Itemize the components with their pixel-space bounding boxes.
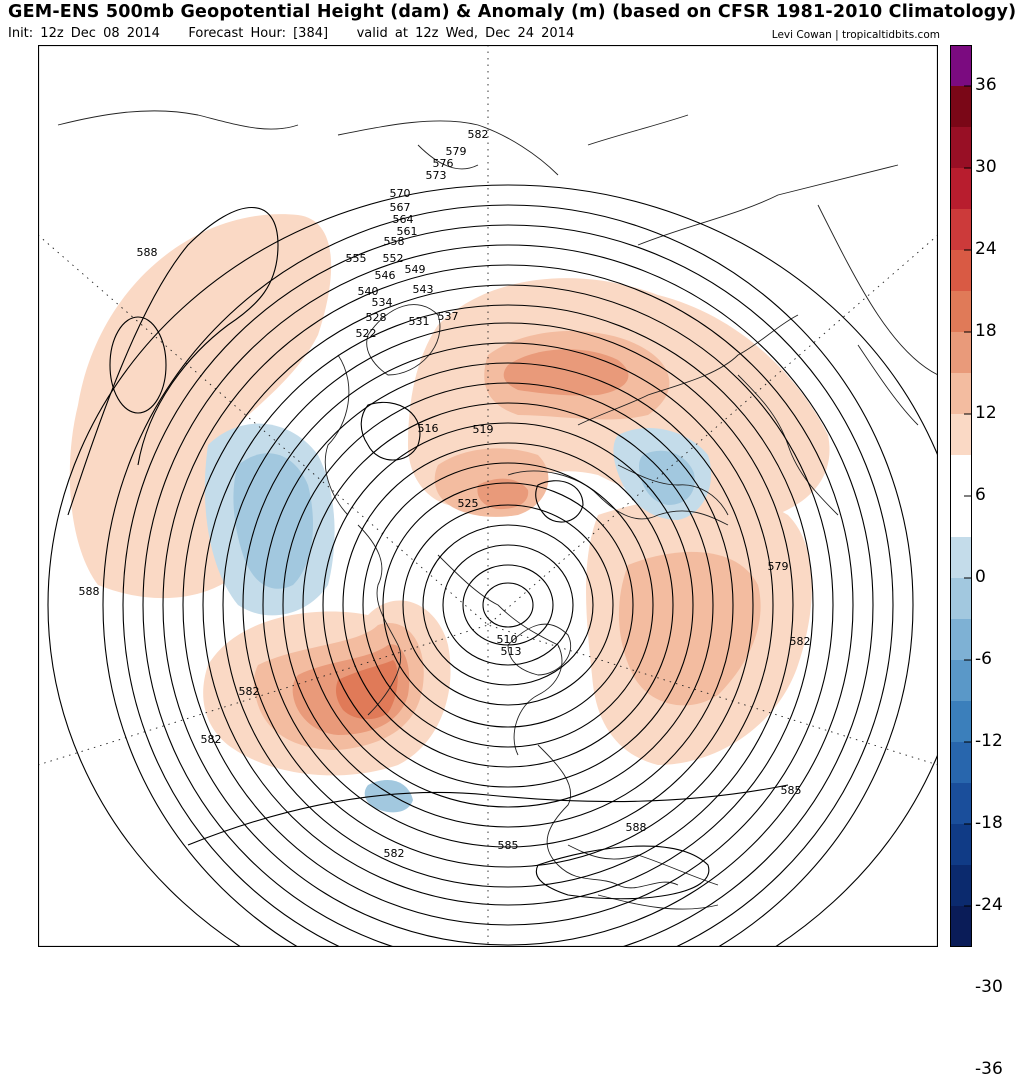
contour-label: 510 — [497, 633, 518, 646]
chart-title: GEM-ENS 500mb Geopotential Height (dam) … — [8, 2, 1017, 22]
contour-label: 582 — [468, 128, 489, 141]
contour-label: 540 — [358, 285, 379, 298]
colorbar-swatch — [950, 373, 972, 415]
contour-label: 564 — [393, 213, 414, 226]
colorbar-label: 18 — [975, 321, 997, 341]
contour-label: 582 — [384, 847, 405, 860]
contour-label: 537 — [438, 310, 459, 323]
colorbar-swatch — [950, 783, 972, 825]
valid-time: valid at 12z Wed, Dec 24 2014 — [356, 26, 575, 41]
colorbar-swatch — [950, 578, 972, 620]
contour-label: 555 — [346, 252, 367, 265]
contour-label: 534 — [372, 296, 393, 309]
colorbar-swatch — [950, 209, 972, 251]
contour-label: 516 — [418, 422, 439, 435]
colorbar-swatch — [950, 168, 972, 210]
colorbar-swatch — [950, 455, 972, 497]
colorbar-label: 0 — [975, 567, 986, 587]
colorbar-swatch — [950, 496, 972, 538]
contour-label: 549 — [405, 263, 426, 276]
colorbar-swatch — [950, 414, 972, 456]
colorbar-label: 12 — [975, 403, 997, 423]
colorbar-swatch — [950, 619, 972, 661]
colorbar-swatch — [950, 865, 972, 907]
contour-label: 546 — [375, 269, 396, 282]
contour-label: 567 — [390, 201, 411, 214]
graticule — [38, 45, 938, 947]
colorbar-swatch — [950, 537, 972, 579]
contour-label: 573 — [426, 169, 447, 182]
colorbar-label: -24 — [975, 895, 1003, 915]
contour-label: 513 — [501, 645, 522, 658]
colorbar-swatch — [950, 250, 972, 292]
contour-label: 585 — [781, 784, 802, 797]
contour-label: 588 — [626, 821, 647, 834]
colorbar-label: -6 — [975, 649, 992, 669]
contour-label: 531 — [409, 315, 430, 328]
contour-label: 525 — [458, 497, 479, 510]
forecast-hour: Forecast Hour: [384] — [188, 26, 329, 41]
colorbar-label: 24 — [975, 239, 997, 259]
contour-label: 558 — [384, 235, 405, 248]
colorbar-label: 30 — [975, 157, 997, 177]
contour-label: 561 — [397, 225, 418, 238]
colorbar-swatch — [950, 742, 972, 784]
map-panel: 582 579 576 573 570 567 564 561 558 555 … — [38, 45, 938, 947]
contour-label: 582 — [201, 733, 222, 746]
contour-label: 588 — [79, 585, 100, 598]
run-info: Init: 12z Dec 08 2014 Forecast Hour: [38… — [8, 26, 574, 41]
contour-label: 543 — [413, 283, 434, 296]
colorbar-label: -30 — [975, 977, 1003, 997]
colorbar — [950, 45, 972, 947]
colorbar-label: -36 — [975, 1059, 1003, 1079]
colorbar-swatch — [950, 906, 972, 947]
contour-label: 582 — [790, 635, 811, 648]
colorbar-swatch — [950, 127, 972, 169]
contour-label: 582 — [239, 685, 260, 698]
colorbar-swatch — [950, 86, 972, 128]
colorbar-label: -18 — [975, 813, 1003, 833]
contour-label: 570 — [390, 187, 411, 200]
colorbar-swatch — [950, 291, 972, 333]
contour-label: 528 — [366, 311, 387, 324]
colorbar-label: 6 — [975, 485, 986, 505]
contour-label: 522 — [356, 327, 377, 340]
colorbar-label: 36 — [975, 75, 997, 95]
colorbar-swatch — [950, 45, 972, 87]
contour-label: 576 — [433, 157, 454, 170]
contour-label: 552 — [383, 252, 404, 265]
init-time: Init: 12z Dec 08 2014 — [8, 26, 160, 41]
colorbar-swatch — [950, 701, 972, 743]
contour-labels: 582 579 576 573 570 567 564 561 558 555 … — [79, 128, 811, 860]
colorbar-swatch — [950, 660, 972, 702]
height-contours — [47, 184, 938, 947]
contour-label: 585 — [498, 839, 519, 852]
contour-label: 579 — [768, 560, 789, 573]
credit: Levi Cowan | tropicaltidbits.com — [771, 29, 940, 41]
colorbar-swatch — [950, 824, 972, 866]
colorbar-swatch — [950, 332, 972, 374]
contour-label: 519 — [473, 423, 494, 436]
colorbar-label: -12 — [975, 731, 1003, 751]
contour-label: 588 — [137, 246, 158, 259]
contour-label: 579 — [446, 145, 467, 158]
